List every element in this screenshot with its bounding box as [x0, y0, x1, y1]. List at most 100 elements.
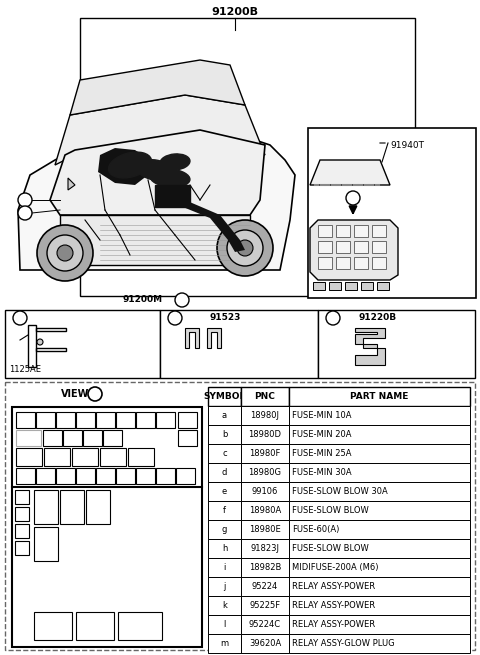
Bar	[289, 387, 470, 406]
Circle shape	[47, 235, 83, 271]
Bar	[5, 310, 160, 378]
Bar	[80, 18, 415, 296]
Bar	[241, 634, 289, 653]
Bar	[289, 539, 470, 558]
Text: 91523: 91523	[209, 314, 240, 322]
Text: b: b	[22, 208, 28, 217]
Circle shape	[175, 293, 189, 307]
Bar	[336, 225, 350, 237]
Bar	[241, 615, 289, 634]
Text: SYMBOL: SYMBOL	[204, 392, 246, 401]
Text: MIDIFUSE-200A (M6): MIDIFUSE-200A (M6)	[292, 563, 379, 572]
Text: d: d	[222, 468, 227, 477]
Bar	[336, 257, 350, 269]
Text: a: a	[123, 417, 128, 423]
Bar	[208, 387, 241, 406]
Polygon shape	[185, 328, 199, 348]
Bar	[208, 520, 241, 539]
Bar	[156, 412, 175, 428]
Text: g: g	[222, 525, 227, 534]
Text: b: b	[123, 473, 128, 479]
Bar	[76, 468, 95, 484]
Text: m: m	[82, 454, 88, 460]
Text: e: e	[222, 487, 227, 496]
Bar	[208, 558, 241, 577]
Bar	[96, 412, 115, 428]
Circle shape	[57, 245, 73, 261]
Polygon shape	[310, 160, 390, 185]
Text: m: m	[220, 639, 228, 648]
Bar	[289, 615, 470, 634]
Bar	[318, 241, 332, 253]
Text: a: a	[144, 417, 148, 423]
Bar	[156, 468, 175, 484]
Text: 18980J: 18980J	[251, 411, 279, 420]
Bar	[354, 225, 368, 237]
Text: RELAY ASSY-POWER: RELAY ASSY-POWER	[292, 620, 375, 629]
Bar	[289, 463, 470, 482]
Bar	[116, 468, 135, 484]
Text: b: b	[172, 314, 178, 322]
Bar	[318, 257, 332, 269]
Polygon shape	[98, 148, 150, 185]
Polygon shape	[310, 220, 398, 280]
Text: 99106: 99106	[252, 487, 278, 496]
Text: b: b	[222, 430, 227, 439]
Text: VIEW: VIEW	[61, 389, 89, 399]
Text: l: l	[64, 473, 67, 479]
Bar	[289, 520, 470, 539]
Bar	[208, 615, 241, 634]
Bar	[208, 425, 241, 444]
Text: FUSE-SLOW BLOW 30A: FUSE-SLOW BLOW 30A	[292, 487, 388, 496]
Bar	[176, 468, 195, 484]
Bar	[241, 406, 289, 425]
Polygon shape	[68, 178, 75, 190]
Text: e: e	[84, 473, 88, 479]
Bar	[377, 282, 389, 290]
Polygon shape	[60, 215, 250, 265]
Polygon shape	[207, 328, 221, 348]
Circle shape	[168, 311, 182, 325]
Bar	[103, 430, 122, 446]
Circle shape	[37, 339, 43, 345]
Text: 18980F: 18980F	[249, 449, 281, 458]
Text: a: a	[163, 417, 168, 423]
Polygon shape	[55, 95, 265, 165]
Text: e: e	[84, 417, 88, 423]
Text: A: A	[350, 193, 356, 202]
Text: j: j	[111, 435, 113, 441]
Circle shape	[227, 230, 263, 266]
Text: a: a	[222, 411, 227, 420]
Circle shape	[237, 240, 253, 256]
Bar	[16, 468, 35, 484]
Circle shape	[37, 225, 93, 281]
Text: 95224C: 95224C	[249, 620, 281, 629]
Text: 1125AE: 1125AE	[9, 365, 41, 375]
Bar	[178, 412, 197, 428]
Text: k: k	[222, 601, 227, 610]
Bar	[289, 634, 470, 653]
Bar	[208, 463, 241, 482]
Bar	[336, 241, 350, 253]
Bar	[28, 325, 36, 367]
Bar	[128, 448, 154, 466]
Bar	[136, 468, 155, 484]
Bar	[289, 444, 470, 463]
Text: FUSE-MIN 25A: FUSE-MIN 25A	[292, 449, 351, 458]
Bar	[241, 596, 289, 615]
Bar	[361, 282, 373, 290]
Bar	[44, 448, 70, 466]
Text: f: f	[24, 473, 27, 479]
Bar	[241, 539, 289, 558]
Bar	[241, 482, 289, 501]
Bar	[208, 482, 241, 501]
Text: RELAY ASSY-POWER: RELAY ASSY-POWER	[292, 582, 375, 591]
Bar	[329, 282, 341, 290]
Bar	[241, 425, 289, 444]
Bar	[136, 412, 155, 428]
Text: FUSE-SLOW BLOW: FUSE-SLOW BLOW	[292, 506, 369, 515]
Bar	[100, 448, 126, 466]
Bar	[241, 577, 289, 596]
Bar	[36, 412, 55, 428]
Text: d: d	[144, 473, 148, 479]
